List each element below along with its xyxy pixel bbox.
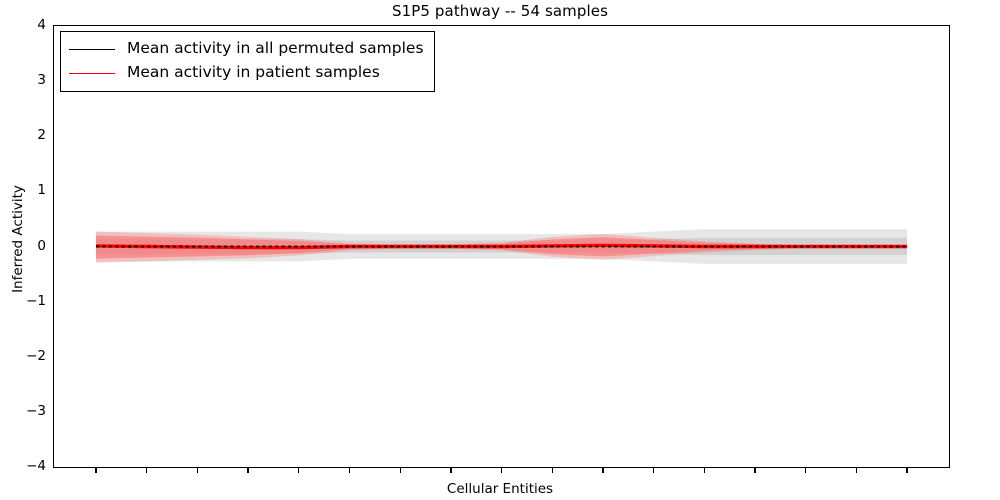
y-tick-label: 0 (37, 237, 46, 254)
x-tick-mark (450, 468, 452, 473)
x-tick-mark (247, 468, 249, 473)
x-tick-mark (855, 468, 857, 473)
legend-line-black (69, 48, 115, 50)
chart-legend[interactable]: Mean activity in all permuted samples Me… (60, 31, 435, 92)
legend-item-permuted[interactable]: Mean activity in all permuted samples (69, 37, 424, 61)
x-tick-mark (602, 468, 604, 473)
x-tick-mark (196, 468, 199, 473)
y-tick-label: −2 (26, 347, 46, 364)
x-tick-mark (95, 468, 97, 473)
y-tick-label: −4 (26, 458, 46, 474)
y-tick-label: 1 (37, 182, 46, 199)
x-tick-mark (703, 468, 705, 473)
x-tick-mark (551, 468, 553, 473)
plot-area (54, 26, 949, 467)
chart-title: S1P5 pathway -- 54 samples (391, 2, 609, 20)
x-tick-mark (399, 468, 401, 473)
x-axis-title: Cellular Entities (446, 481, 554, 497)
legend-line-red (69, 72, 115, 74)
x-tick-mark (298, 468, 300, 473)
y-tick-label: 2 (37, 127, 46, 144)
x-tick-mark (754, 468, 756, 473)
y-tick-label: 3 (37, 72, 46, 89)
x-tick-mark (500, 468, 503, 473)
x-tick-mark (652, 468, 655, 473)
x-tick-mark (146, 468, 148, 473)
x-tick-mark (805, 468, 807, 473)
y-tick-label: 4 (37, 17, 46, 33)
plot-svg (95, 229, 907, 264)
y-tick-label: −3 (26, 402, 46, 419)
legend-label-permuted: Mean activity in all permuted samples (127, 39, 424, 58)
y-tick-label: −1 (26, 292, 46, 309)
x-tick-mark (348, 468, 351, 473)
plot-axes-frame (53, 25, 950, 468)
legend-item-patient[interactable]: Mean activity in patient samples (69, 61, 424, 85)
legend-label-patient: Mean activity in patient samples (127, 63, 380, 82)
x-tick-mark (906, 468, 908, 473)
